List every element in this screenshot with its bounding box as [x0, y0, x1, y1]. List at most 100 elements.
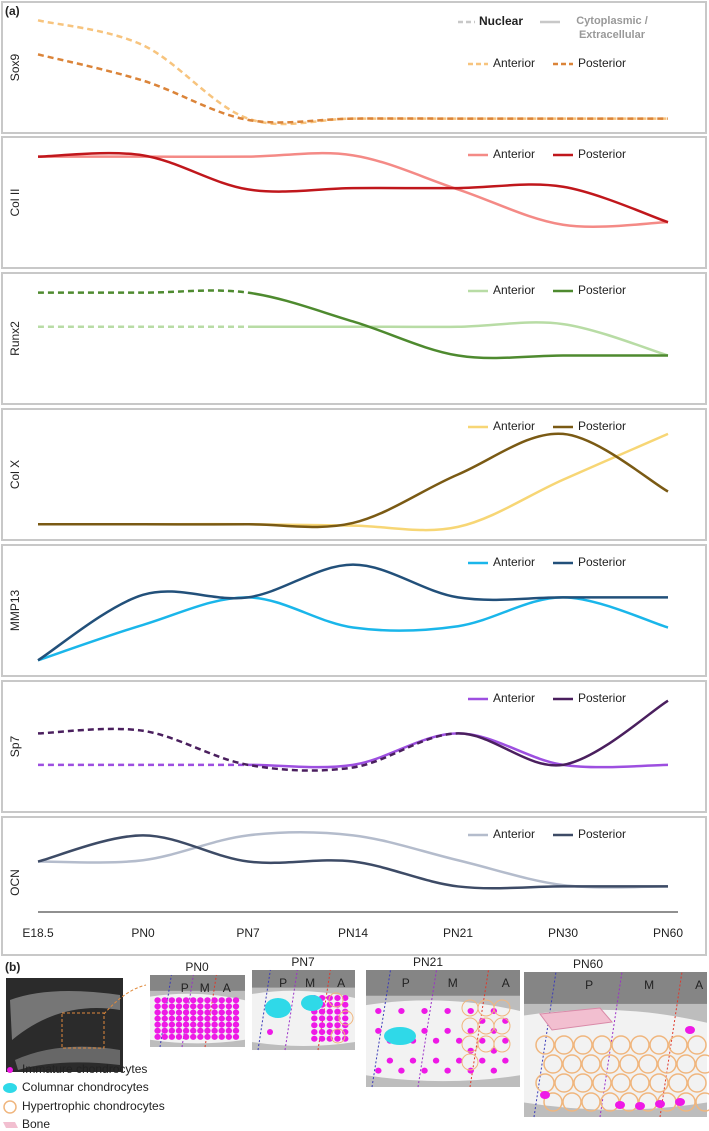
x-tick-label: PN7 [236, 926, 260, 940]
histology-shadow [524, 972, 707, 1004]
immature-cell [175, 1015, 183, 1022]
hypertrophic-cell [695, 1054, 709, 1074]
hypertrophic-cell [543, 1092, 563, 1112]
immature-cell [267, 1029, 273, 1035]
zone-boundary [659, 971, 683, 1118]
hypertrophic-cell [668, 1073, 688, 1093]
immature-cell [232, 997, 240, 1004]
series-line [37, 151, 669, 224]
immature-cell [334, 1022, 341, 1029]
series-line [38, 432, 669, 532]
stage-title: PN60 [573, 957, 603, 971]
x-tick-label: PN0 [131, 926, 155, 940]
legend-label: Anterior [493, 283, 535, 297]
hypertrophic-cell [649, 1073, 669, 1093]
immature-cell [232, 1003, 240, 1010]
columnar-cell [301, 995, 323, 1011]
immature-cell [326, 1008, 333, 1015]
immature-cell [421, 1007, 428, 1014]
immature-cell [432, 1057, 440, 1064]
hypertrophic-cell [461, 1053, 479, 1071]
hypertrophic-cell [562, 1054, 582, 1074]
histology-shadow [150, 975, 245, 991]
immature-cell [154, 1027, 161, 1034]
immature-cell [334, 1008, 341, 1015]
immature-cell [204, 1003, 211, 1010]
immature-cell [334, 1035, 341, 1042]
ct-image-bone [10, 991, 120, 1040]
immature-cell [211, 1021, 218, 1028]
series-line [38, 432, 669, 529]
immature-cell [502, 1037, 509, 1044]
legend-swatch [7, 1067, 13, 1073]
x-tick-label: PN60 [653, 926, 683, 940]
immature-cell [218, 1015, 225, 1022]
immature-cell [342, 1029, 349, 1035]
hypertrophic-cell [573, 1035, 593, 1055]
immature-cell [479, 1057, 486, 1064]
immature-cell [467, 1007, 474, 1014]
legend-swatch [3, 1083, 17, 1093]
immature-cell [232, 1027, 240, 1034]
immature-cell [311, 1015, 318, 1022]
zone-label: A [695, 978, 703, 992]
immature-cell [190, 1021, 197, 1028]
immature-cell [197, 1027, 204, 1034]
immature-cell [182, 1033, 190, 1040]
legend-label: Anterior [493, 56, 535, 70]
immature-cell [326, 1022, 333, 1029]
y-axis-label: Sp7 [8, 736, 22, 758]
series-line [247, 732, 669, 769]
immature-cell [334, 1029, 341, 1035]
zone-label: M [200, 981, 210, 995]
hypertrophic-cell [592, 1073, 612, 1093]
immature-cell [455, 1057, 463, 1064]
immature-cell [197, 1015, 204, 1022]
stage-title: PN0 [185, 960, 209, 974]
immature-cell [175, 1027, 183, 1034]
immature-cell [455, 1037, 463, 1044]
x-tick-label: PN30 [548, 926, 578, 940]
style-legend-label: Nuclear [479, 14, 523, 28]
immature-cell [318, 1008, 326, 1015]
hypertrophic-cell [657, 1054, 677, 1074]
immature-cell [479, 1037, 486, 1044]
immature-cell [154, 1003, 161, 1010]
hypertrophic-cell [493, 1017, 511, 1035]
columnar-cell [384, 1027, 416, 1045]
panel-frame [1, 408, 707, 541]
immature-cell [318, 1022, 326, 1029]
immature-cell [334, 995, 341, 1001]
immature-cell [232, 1015, 240, 1022]
immature-cell [318, 1015, 326, 1022]
style-legend-label: Cytoplasmic / Extracellular [576, 15, 648, 41]
hypertrophic-cell [573, 1073, 593, 1093]
panel-label: (b) [5, 960, 20, 974]
y-axis-label: Sox9 [8, 54, 22, 82]
columnar-cell [265, 998, 291, 1018]
zone-label: A [337, 976, 345, 990]
immature-cell [311, 1029, 318, 1035]
hypertrophic-cell [687, 1035, 707, 1055]
immature-cell [175, 1033, 183, 1040]
series-line [247, 291, 668, 360]
x-tick-label: PN21 [443, 926, 473, 940]
zone-label: P [279, 976, 287, 990]
panel-frame [1, 680, 707, 813]
immature-cell [318, 1029, 326, 1035]
immature-cell [175, 1021, 183, 1028]
immature-cell [168, 1009, 176, 1016]
hypertrophic-cell [493, 1035, 511, 1053]
immature-cell [168, 1033, 176, 1040]
immature-cell [218, 1009, 225, 1016]
immature-cell [197, 1033, 204, 1040]
y-axis-label: Runx2 [8, 321, 22, 356]
immature-cell [197, 1009, 204, 1016]
immature-cell [421, 1027, 428, 1034]
series-line [37, 596, 669, 662]
immature-cell [161, 997, 168, 1004]
immature-cell [154, 1009, 161, 1016]
hypertrophic-cell [562, 1092, 582, 1112]
